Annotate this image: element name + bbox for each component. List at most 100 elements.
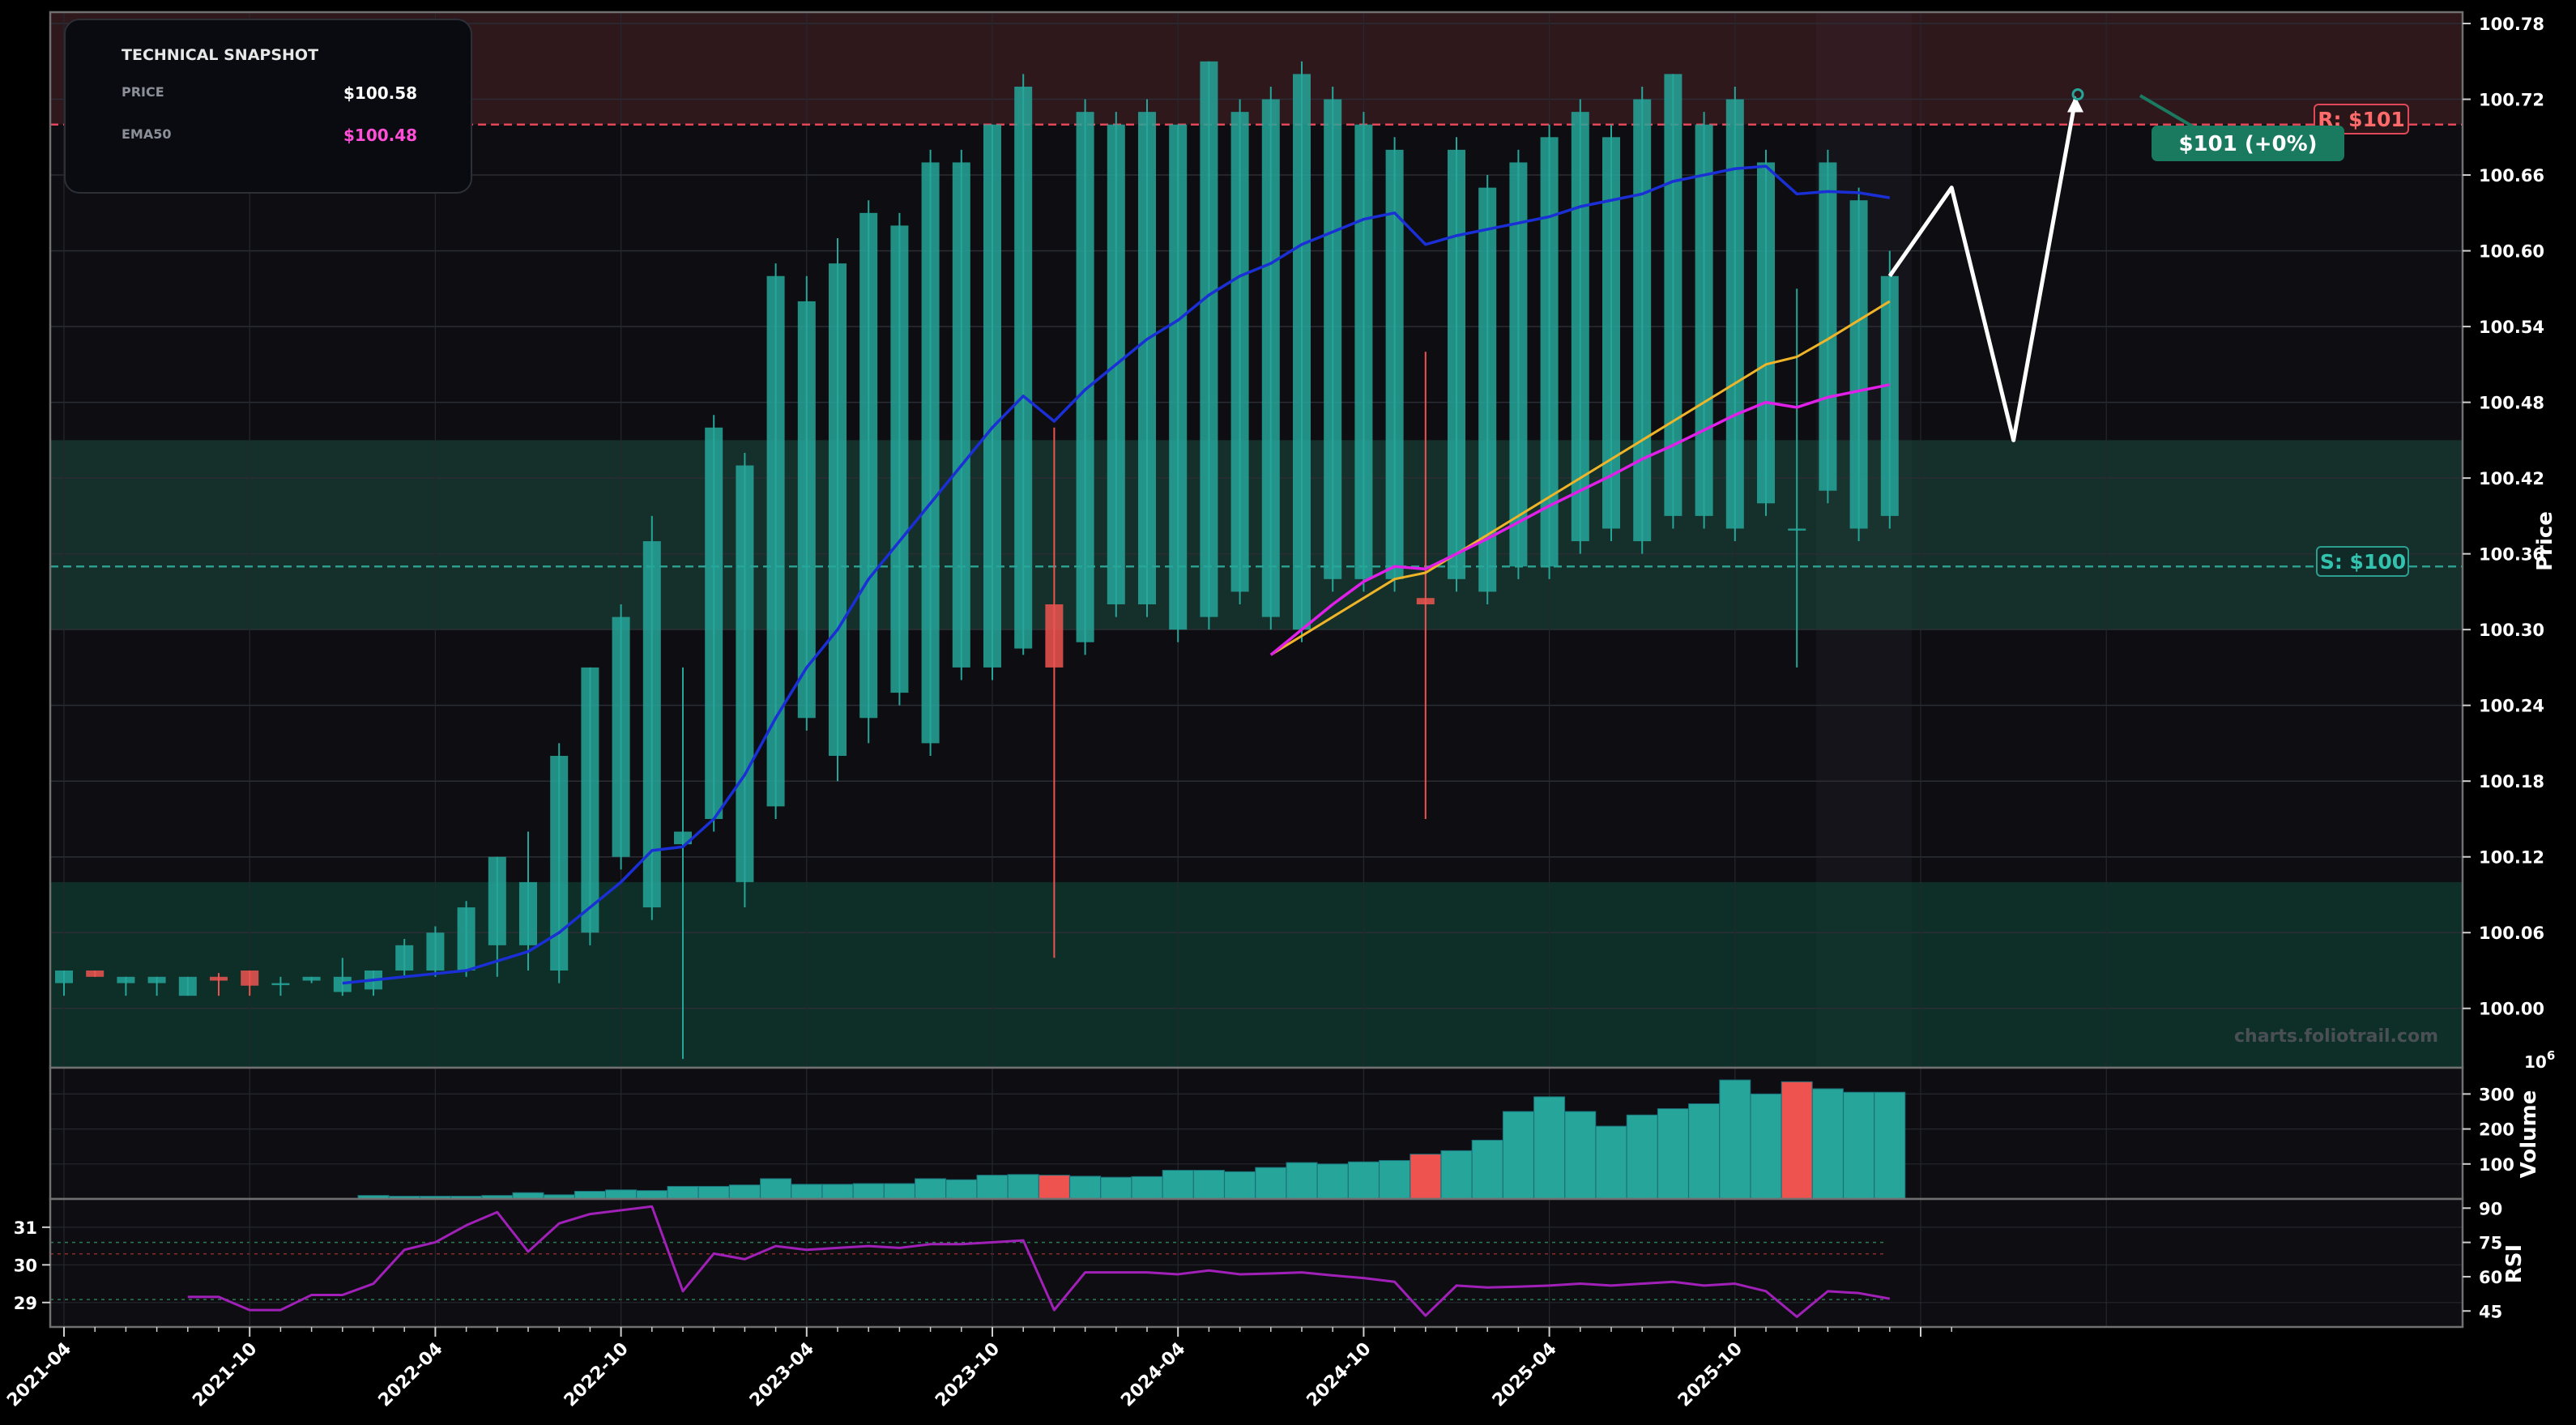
price-tick-label: 100.06 — [2479, 924, 2544, 943]
candle-body — [705, 427, 723, 819]
candle-body — [488, 856, 506, 945]
price-panel: 100.00 100.06 100.12 100.18 100.24 100.30 100.… — [49, 11, 2557, 1069]
volume-bar — [1564, 1111, 1597, 1200]
demand-zone — [50, 881, 2463, 1068]
candle — [395, 939, 414, 977]
candle — [271, 976, 290, 996]
volume-tick-label: 300 — [2479, 1085, 2514, 1104]
candle-body — [642, 541, 661, 908]
candle — [241, 970, 259, 996]
price-tick-label: 100.42 — [2479, 469, 2544, 489]
volume-bar — [760, 1178, 792, 1200]
candle-body — [952, 162, 970, 668]
candle-body — [1448, 149, 1465, 579]
volume-bar — [1224, 1171, 1256, 1200]
candle — [983, 124, 1001, 681]
candle — [1448, 137, 1465, 592]
candle-body — [1354, 124, 1373, 579]
volume-grid — [50, 1068, 2463, 1199]
volume-bar — [1038, 1175, 1070, 1200]
candle-body — [550, 756, 569, 971]
price-tick-label: 100.00 — [2479, 1000, 2544, 1019]
volume-bar — [1719, 1079, 1751, 1200]
candle — [1788, 288, 1806, 668]
candle-body — [859, 212, 878, 719]
rsi-panel: 45 60 75 90 29 30 31 RSI — [14, 1197, 2527, 1329]
support-label: S: $100 — [2320, 550, 2406, 574]
volume-bar — [1626, 1114, 1658, 1200]
volume-bar — [1595, 1125, 1627, 1200]
target-marker — [2071, 88, 2084, 101]
candle — [1416, 352, 1435, 819]
candle-body — [241, 970, 259, 986]
candle — [1014, 74, 1033, 655]
candle-body — [1664, 74, 1683, 516]
rsi-panel-background — [50, 1199, 2463, 1327]
price-axis-label: Price — [2533, 511, 2557, 571]
target-label: $101 (+0%) — [2178, 132, 2317, 156]
candle — [1076, 99, 1094, 655]
candle — [1509, 149, 1528, 579]
volume-bar — [945, 1179, 978, 1200]
volume-bar — [605, 1189, 638, 1200]
candle-body — [1293, 74, 1311, 630]
candle — [178, 976, 197, 996]
volume-bar — [1162, 1170, 1194, 1200]
rsi-left-tick-label: 29 — [14, 1294, 37, 1313]
candle-body — [1602, 137, 1620, 529]
candle-body — [178, 976, 197, 996]
volume-bar — [1255, 1167, 1287, 1200]
volume-bar — [1286, 1162, 1318, 1200]
price-tick-label: 100.78 — [2479, 15, 2544, 34]
candle-body — [1819, 162, 1837, 491]
volume-bar — [1781, 1081, 1813, 1200]
candle — [86, 970, 104, 977]
candle-body — [117, 976, 135, 983]
candle — [55, 970, 73, 996]
volume-bar — [915, 1178, 947, 1200]
candle — [1571, 99, 1589, 554]
candle — [333, 958, 352, 996]
rsi-tick-label: 90 — [2479, 1199, 2502, 1218]
candle-body — [210, 976, 228, 981]
volume-bar — [791, 1184, 823, 1200]
price-tick-label: 100.30 — [2479, 621, 2544, 640]
volume-bar — [1440, 1150, 1473, 1200]
rsi-panel-frame — [49, 1197, 2464, 1329]
price-tick-label: 100.48 — [2479, 394, 2544, 413]
volume-bar — [1811, 1088, 1844, 1200]
candle — [426, 926, 445, 977]
candle-body — [1014, 86, 1033, 649]
volume-tick-label: 100 — [2479, 1155, 2514, 1175]
candle-body — [1725, 99, 1744, 529]
candle — [210, 973, 228, 996]
volume-bar — [1192, 1170, 1225, 1200]
candle-body — [736, 465, 754, 882]
technical-snapshot-card: TECHNICAL SNAPSHOT PRICE $100.58 EMA50 $… — [64, 19, 472, 194]
candle-body — [1169, 124, 1188, 630]
candle — [117, 976, 135, 996]
rsi-tick-label: 75 — [2479, 1234, 2502, 1253]
snapshot-title: TECHNICAL SNAPSHOT — [122, 46, 318, 64]
volume-bar — [1131, 1175, 1163, 1200]
candle — [550, 743, 569, 983]
price-tick-label: 100.60 — [2479, 242, 2544, 262]
volume-bar — [1007, 1174, 1039, 1200]
candle — [612, 604, 630, 870]
target-badge-box — [2152, 126, 2344, 161]
candle — [1664, 74, 1683, 529]
candle — [642, 515, 661, 920]
candle-body — [983, 124, 1001, 668]
price-tick-label: 100.24 — [2479, 697, 2544, 716]
candle — [1385, 137, 1404, 592]
rsi-tick-label: 45 — [2479, 1302, 2502, 1321]
volume-bar — [1316, 1163, 1349, 1200]
candle — [736, 452, 754, 908]
candle — [1138, 99, 1156, 617]
price-tick-label: 100.18 — [2479, 772, 2544, 791]
candle-body — [890, 225, 909, 693]
volume-bar — [1347, 1161, 1380, 1200]
candle-body — [581, 667, 599, 933]
